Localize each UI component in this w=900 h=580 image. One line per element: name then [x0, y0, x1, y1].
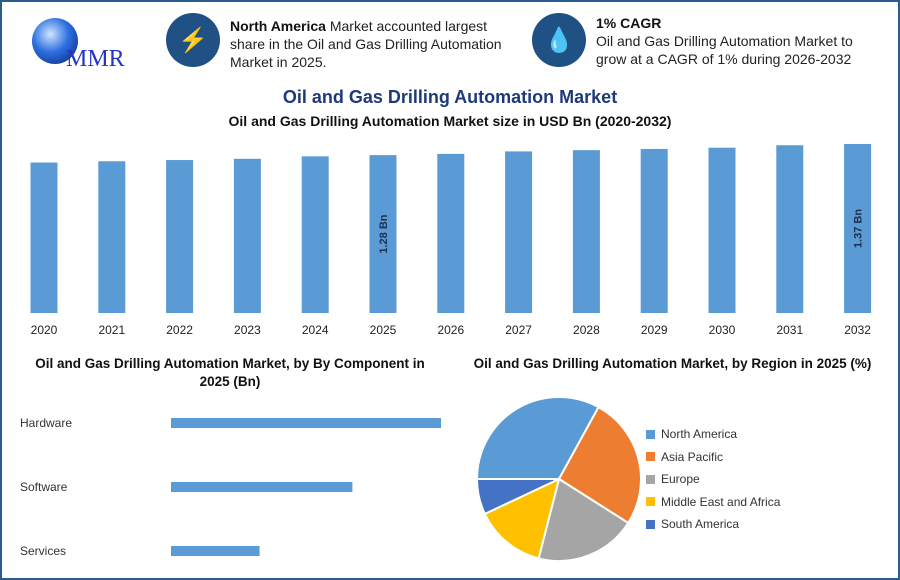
component-chart-title: Oil and Gas Drilling Automation Market, …: [35, 356, 425, 389]
bar-hardware: [171, 418, 441, 428]
bar-2026: [437, 153, 465, 313]
x-tick-label: 2029: [641, 323, 668, 337]
x-tick-label: 2031: [776, 323, 803, 337]
info-north-america: North America Market accounted largest s…: [230, 18, 502, 70]
legend-item: Middle East and Africa: [646, 495, 780, 509]
bar-2024: [301, 156, 329, 313]
legend-label: Middle East and Africa: [661, 494, 781, 509]
pie-slice-europe: [537, 477, 630, 562]
globe-icon: [32, 18, 78, 64]
bar-2032: [844, 144, 872, 313]
bar-2027: [505, 151, 533, 313]
category-label: Services: [20, 544, 67, 558]
oil-drop-icon: 💧: [532, 13, 586, 67]
category-label: Software: [20, 480, 68, 494]
bar-services: [171, 546, 260, 556]
legend-label: South America: [661, 517, 740, 531]
pie-slice-asia-pacific: [557, 405, 642, 525]
bar-2031: [776, 145, 804, 313]
legend-label: North America: [661, 427, 738, 441]
pie-slice-south-america: [475, 478, 560, 516]
legend-label: Asia Pacific: [661, 449, 724, 464]
info-cagr: 1% CAGR Oil and Gas Drilling Automation M…: [596, 15, 853, 67]
category-label: Hardware: [20, 416, 73, 430]
x-tick-label: 2030: [709, 323, 736, 337]
legend-item: Asia Pacific: [646, 450, 723, 464]
bar-2025: [369, 155, 397, 313]
x-tick-label: 2020: [31, 323, 58, 337]
x-tick-label: 2022: [166, 323, 193, 337]
bar-2023: [233, 158, 261, 313]
legend-swatch: [646, 519, 655, 529]
region-chart-title: Oil and Gas Drilling Automation Market, …: [473, 356, 872, 371]
legend-swatch: [646, 429, 655, 439]
logo-text: MMR: [66, 46, 125, 72]
legend-item: Europe: [646, 472, 700, 486]
x-tick-label: 2023: [234, 323, 261, 337]
data-label: 1.28 Bn: [378, 214, 390, 253]
bar-2020: [30, 162, 58, 313]
bar-2028: [572, 150, 600, 313]
legend-item: South America: [646, 517, 739, 531]
bar-2029: [640, 148, 668, 313]
legend-swatch: [646, 474, 655, 484]
pie-slice-north-america: [475, 396, 600, 480]
bar-2021: [98, 161, 126, 313]
lightning-icon: ⚡: [166, 13, 220, 67]
x-tick-label: 2024: [302, 323, 329, 337]
legend-label: Europe: [661, 472, 700, 486]
x-tick-label: 2032: [844, 323, 871, 337]
bar-chart-title: Oil and Gas Drilling Automation Market s…: [228, 113, 672, 129]
legend-swatch: [646, 497, 655, 506]
bar-2022: [166, 160, 194, 313]
pie-slice-middle-east-and-africa: [483, 477, 561, 560]
x-tick-label: 2026: [437, 323, 464, 337]
bar-2030: [708, 147, 736, 313]
legend-swatch: [646, 452, 655, 461]
x-tick-label: 2028: [573, 323, 600, 337]
bar-software: [171, 482, 353, 492]
x-tick-label: 2021: [98, 323, 125, 337]
x-tick-label: 2025: [370, 323, 397, 337]
x-tick-label: 2027: [505, 323, 532, 337]
main-title: Oil and Gas Drilling Automation Market: [282, 87, 618, 107]
data-label: 1.37 Bn: [853, 209, 865, 248]
legend-item: North America: [646, 427, 737, 441]
mmr-logo: MMR: [14, 14, 139, 76]
